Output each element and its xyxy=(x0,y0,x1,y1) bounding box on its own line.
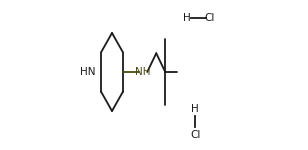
Text: Cl: Cl xyxy=(205,13,215,23)
Text: H: H xyxy=(191,104,199,114)
Text: HN: HN xyxy=(80,67,95,77)
Text: NH: NH xyxy=(135,67,151,77)
Text: Cl: Cl xyxy=(190,130,201,140)
Text: H: H xyxy=(183,13,191,23)
